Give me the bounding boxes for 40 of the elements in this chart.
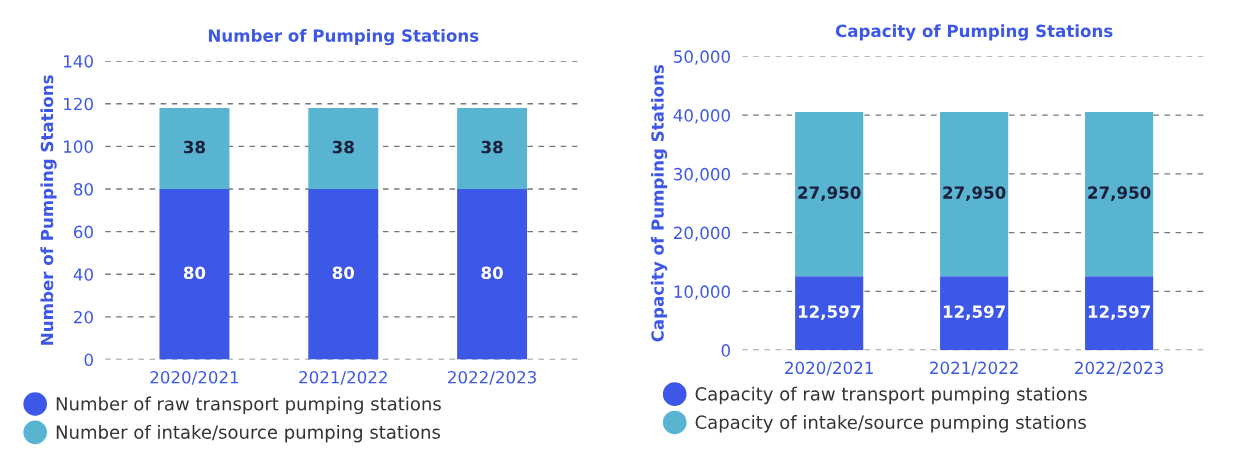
legend-label: Number of raw transport pumping stations xyxy=(56,396,441,415)
data-label: 38 xyxy=(481,140,503,154)
data-label: 38 xyxy=(183,140,205,154)
y-tick-label: 30,000 xyxy=(674,167,730,183)
legend-label: Capacity of raw transport pumping stations xyxy=(695,386,1087,405)
y-tick-label: 20,000 xyxy=(673,226,730,241)
y-tick-label: 0 xyxy=(721,344,730,357)
x-tick-label: 2021/2022 xyxy=(299,370,387,385)
data-label: 38 xyxy=(332,140,354,154)
y-tick-label: 80 xyxy=(73,182,93,196)
y-tick-label: 40 xyxy=(73,268,93,281)
y-axis-title: Capacity of Pumping Stations xyxy=(650,64,668,342)
data-label: 27,950 xyxy=(1088,186,1151,202)
y-tick-label: 40,000 xyxy=(673,109,730,124)
chart-title: Number of Pumping Stations xyxy=(208,28,479,46)
legend-label: Number of intake/source pumping stations xyxy=(56,424,441,443)
data-label: 80 xyxy=(332,266,355,280)
data-label: 80 xyxy=(481,266,503,280)
y-tick-label: 60 xyxy=(73,225,93,239)
y-tick-label: 100 xyxy=(64,140,93,153)
data-label: 12,597 xyxy=(1088,305,1150,321)
y-tick-label: 50,000 xyxy=(674,50,730,65)
data-label: 80 xyxy=(183,266,206,280)
x-tick-label: 2020/2021 xyxy=(785,361,873,376)
y-tick-label: 120 xyxy=(64,97,93,111)
data-label: 12,597 xyxy=(943,305,1005,321)
x-tick-label: 2020/2021 xyxy=(150,370,239,385)
y-tick-label: 0 xyxy=(84,353,93,367)
legend-label: Capacity of intake/source pumping stations xyxy=(695,415,1086,433)
y-tick-label: 140 xyxy=(64,55,93,68)
data-label: 12,597 xyxy=(798,305,861,321)
data-label: 27,950 xyxy=(943,186,1006,202)
y-axis-title: Number of Pumping Stations xyxy=(40,75,57,345)
x-tick-label: 2021/2022 xyxy=(930,361,1018,376)
chart-title: Capacity of Pumping Stations xyxy=(835,24,1113,41)
data-label: 27,950 xyxy=(798,186,861,202)
y-tick-label: 20 xyxy=(74,310,93,324)
y-tick-label: 10,000 xyxy=(674,285,730,300)
x-tick-label: 2022/2023 xyxy=(448,370,536,385)
x-tick-label: 2022/2023 xyxy=(1075,361,1163,376)
